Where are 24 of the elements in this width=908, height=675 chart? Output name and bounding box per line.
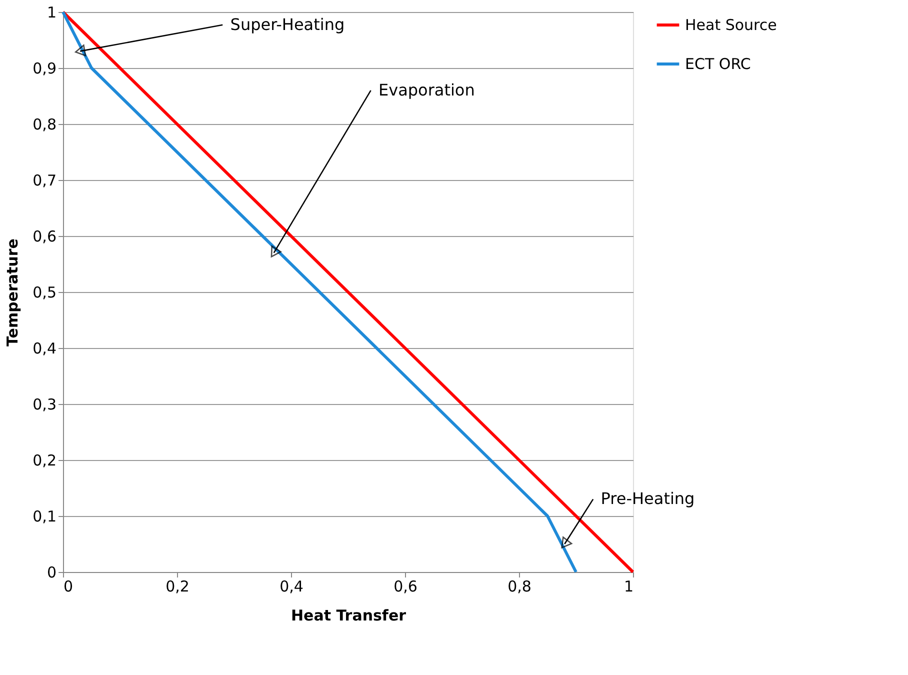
y-tick-label: 0,9	[32, 60, 56, 78]
legend-label: Heat Source	[685, 16, 777, 34]
y-tick-label: 0,1	[32, 508, 56, 526]
y-tick-label: 0	[46, 564, 56, 582]
x-tick-label: 0,2	[166, 578, 190, 596]
y-tick-label: 0,3	[32, 396, 56, 414]
y-tick-label: 0,4	[32, 340, 56, 358]
x-tick-label: 0	[64, 578, 74, 596]
x-tick-label: 0,6	[394, 578, 418, 596]
annotation: Pre-Heating	[600, 489, 695, 508]
x-tick-label: 1	[624, 578, 634, 596]
legend-label: ECT ORC	[685, 55, 751, 73]
x-axis-title: Heat Transfer	[290, 606, 407, 624]
y-tick-label: 0,5	[32, 284, 56, 302]
y-tick-label: 0,2	[32, 452, 56, 470]
annotation: Evaporation	[378, 80, 475, 100]
y-tick-label: 0,7	[32, 172, 56, 190]
x-tick-label: 0,4	[280, 578, 304, 596]
y-axis-title: Temperature	[4, 238, 22, 346]
y-tick-label: 1	[46, 4, 56, 22]
annotation: Super-Heating	[230, 14, 345, 34]
y-tick-label: 0,6	[32, 228, 56, 246]
y-tick-label: 0,8	[32, 116, 56, 134]
x-tick-label: 0,8	[508, 578, 532, 596]
